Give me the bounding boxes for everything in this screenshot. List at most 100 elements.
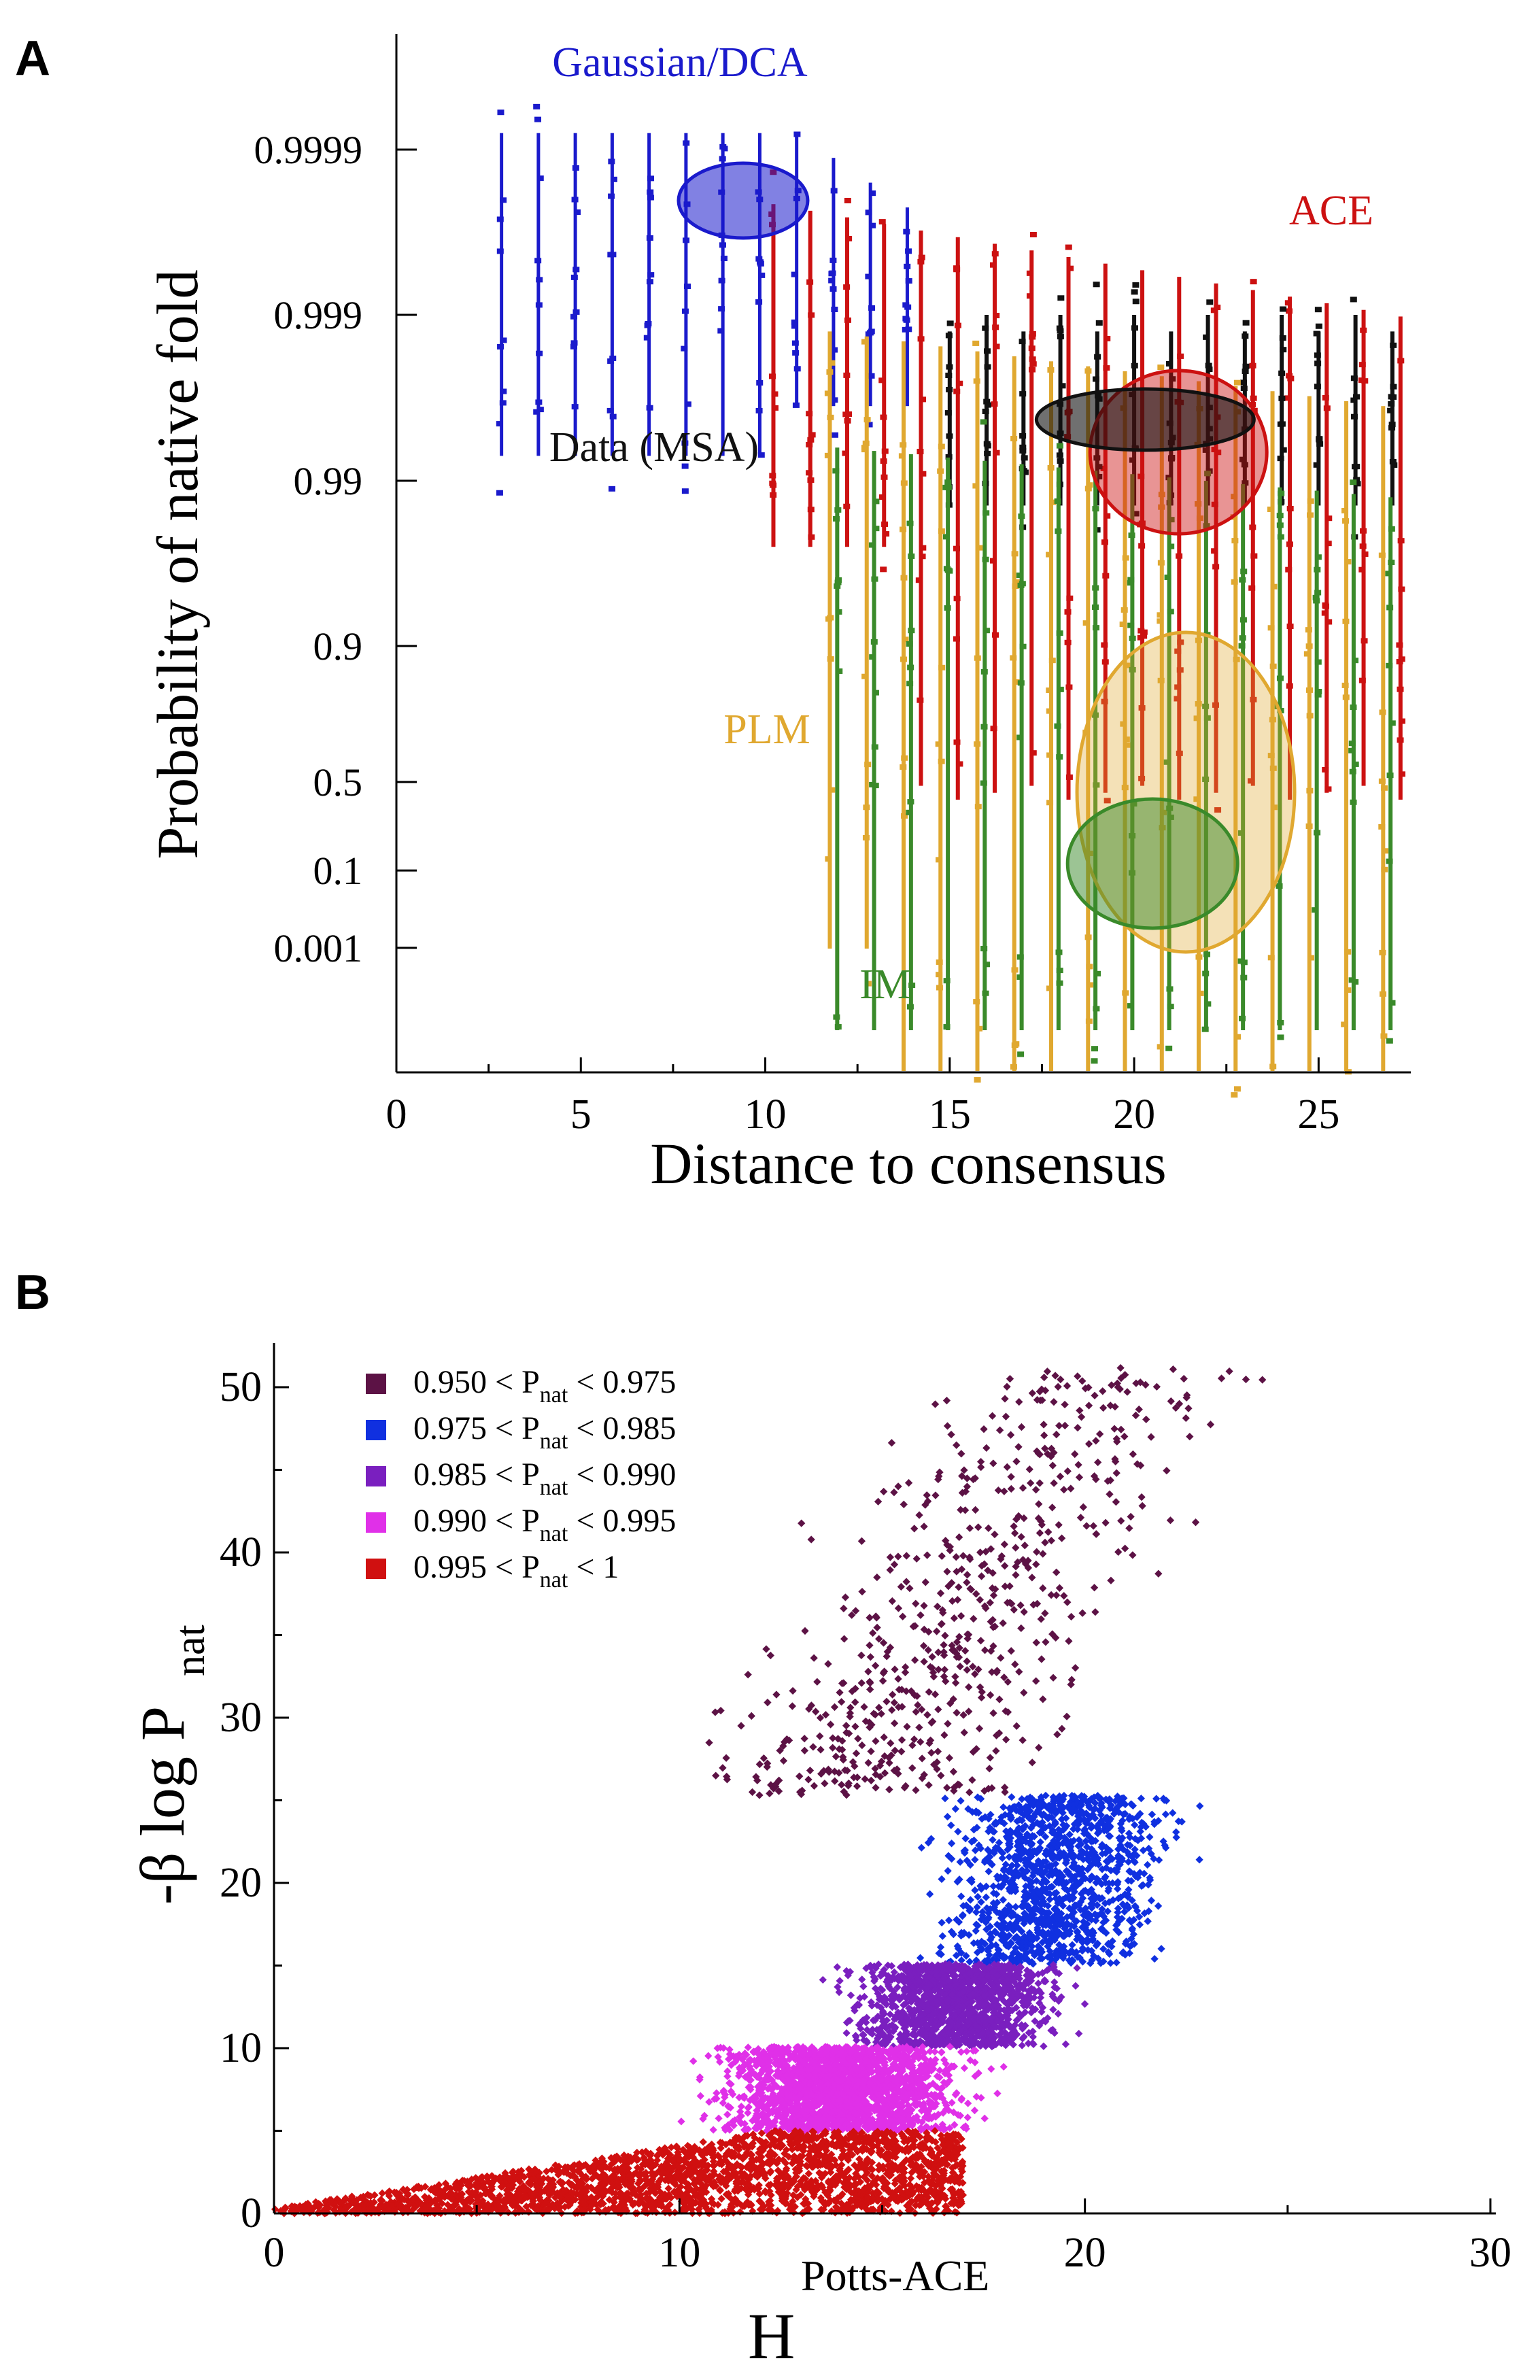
data-point bbox=[865, 209, 872, 216]
data-point bbox=[1046, 985, 1053, 991]
data-point bbox=[1006, 1431, 1015, 1439]
data-point bbox=[1026, 270, 1033, 276]
data-point bbox=[1140, 633, 1148, 639]
data-point bbox=[1110, 1425, 1118, 1433]
data-point bbox=[756, 379, 764, 386]
data-point bbox=[795, 1772, 804, 1780]
data-point bbox=[866, 1723, 874, 1731]
data-point bbox=[953, 1567, 961, 1576]
data-point bbox=[1250, 696, 1257, 702]
data-point bbox=[1212, 702, 1220, 708]
data-point bbox=[1358, 362, 1366, 368]
data-point bbox=[696, 2092, 704, 2100]
data-point bbox=[1099, 1912, 1108, 1920]
data-point bbox=[1094, 970, 1101, 976]
data-point bbox=[533, 409, 541, 415]
data-point bbox=[851, 1607, 860, 1615]
data-point bbox=[875, 1635, 883, 1643]
series-ace bbox=[768, 169, 1406, 813]
point-column bbox=[1093, 471, 1098, 1030]
data-point bbox=[898, 453, 906, 459]
data-point bbox=[1388, 560, 1395, 566]
data-point bbox=[1285, 566, 1293, 573]
data-point bbox=[877, 1710, 885, 1718]
data-point bbox=[1084, 486, 1092, 492]
data-point bbox=[1237, 830, 1245, 836]
data-point bbox=[1022, 1809, 1030, 1818]
data-point bbox=[1306, 713, 1314, 719]
data-point bbox=[838, 1780, 846, 1789]
data-point bbox=[1006, 1582, 1014, 1591]
data-point bbox=[942, 1537, 950, 1545]
data-point bbox=[1093, 282, 1100, 288]
data-point bbox=[1046, 800, 1054, 806]
data-point bbox=[1169, 1809, 1177, 1817]
data-point bbox=[986, 1754, 995, 1762]
data-point bbox=[807, 1535, 815, 1544]
data-point bbox=[1123, 662, 1131, 668]
point-column bbox=[1049, 361, 1054, 1071]
data-point bbox=[1358, 566, 1366, 573]
data-point bbox=[1089, 1522, 1097, 1530]
data-point bbox=[866, 1685, 874, 1694]
data-point bbox=[868, 1629, 877, 1637]
data-point bbox=[1044, 1528, 1053, 1536]
data-point bbox=[987, 1545, 995, 1553]
data-point bbox=[1249, 402, 1256, 408]
data-point bbox=[902, 1578, 910, 1586]
data-point bbox=[973, 378, 980, 384]
data-point bbox=[763, 1763, 771, 1771]
point-column bbox=[684, 133, 688, 456]
data-point bbox=[1277, 1019, 1284, 1025]
bin-2-points bbox=[916, 1791, 1204, 1968]
data-point bbox=[1180, 1374, 1188, 1383]
data-point bbox=[677, 2118, 685, 2126]
data-point bbox=[1033, 1395, 1042, 1404]
data-point bbox=[957, 1892, 965, 1901]
data-point bbox=[902, 326, 909, 333]
data-point bbox=[879, 1639, 888, 1647]
data-point bbox=[535, 302, 543, 308]
data-point bbox=[1378, 823, 1386, 830]
data-point bbox=[1056, 754, 1063, 760]
data-point bbox=[1305, 627, 1312, 633]
data-point bbox=[857, 1537, 866, 1545]
data-point bbox=[951, 1805, 960, 1813]
data-point bbox=[866, 1641, 874, 1650]
point-column bbox=[1278, 487, 1282, 1030]
data-point bbox=[837, 1698, 846, 1706]
data-point bbox=[834, 1735, 842, 1743]
data-point bbox=[1072, 1982, 1080, 1990]
data-point bbox=[1047, 1591, 1055, 1599]
data-point bbox=[871, 1661, 880, 1670]
chart-a-x-tick-label: 15 bbox=[929, 1091, 971, 1138]
data-point bbox=[1239, 456, 1246, 462]
data-point bbox=[886, 1566, 894, 1574]
data-point bbox=[953, 636, 960, 642]
data-point bbox=[1122, 990, 1129, 996]
data-point bbox=[903, 1722, 911, 1731]
data-point bbox=[982, 556, 989, 562]
bin-4-points bbox=[677, 2043, 1008, 2135]
data-point bbox=[816, 1714, 825, 1722]
data-point bbox=[992, 632, 999, 638]
data-point bbox=[936, 959, 943, 965]
data-point bbox=[1047, 367, 1055, 373]
data-point bbox=[1007, 1484, 1015, 1493]
point-column bbox=[795, 133, 799, 407]
data-point bbox=[993, 343, 1000, 350]
data-point bbox=[984, 364, 991, 370]
data-point bbox=[1091, 712, 1099, 718]
data-point bbox=[938, 528, 945, 534]
data-point bbox=[824, 452, 832, 458]
data-point bbox=[980, 1787, 989, 1795]
data-point bbox=[1019, 1484, 1027, 1492]
data-point bbox=[952, 1553, 960, 1561]
data-point bbox=[1021, 1542, 1029, 1550]
data-point bbox=[719, 242, 726, 248]
data-point bbox=[883, 531, 890, 537]
data-point bbox=[1249, 362, 1256, 369]
data-point bbox=[1314, 692, 1322, 698]
data-point bbox=[970, 1826, 978, 1834]
point-column bbox=[536, 133, 541, 456]
